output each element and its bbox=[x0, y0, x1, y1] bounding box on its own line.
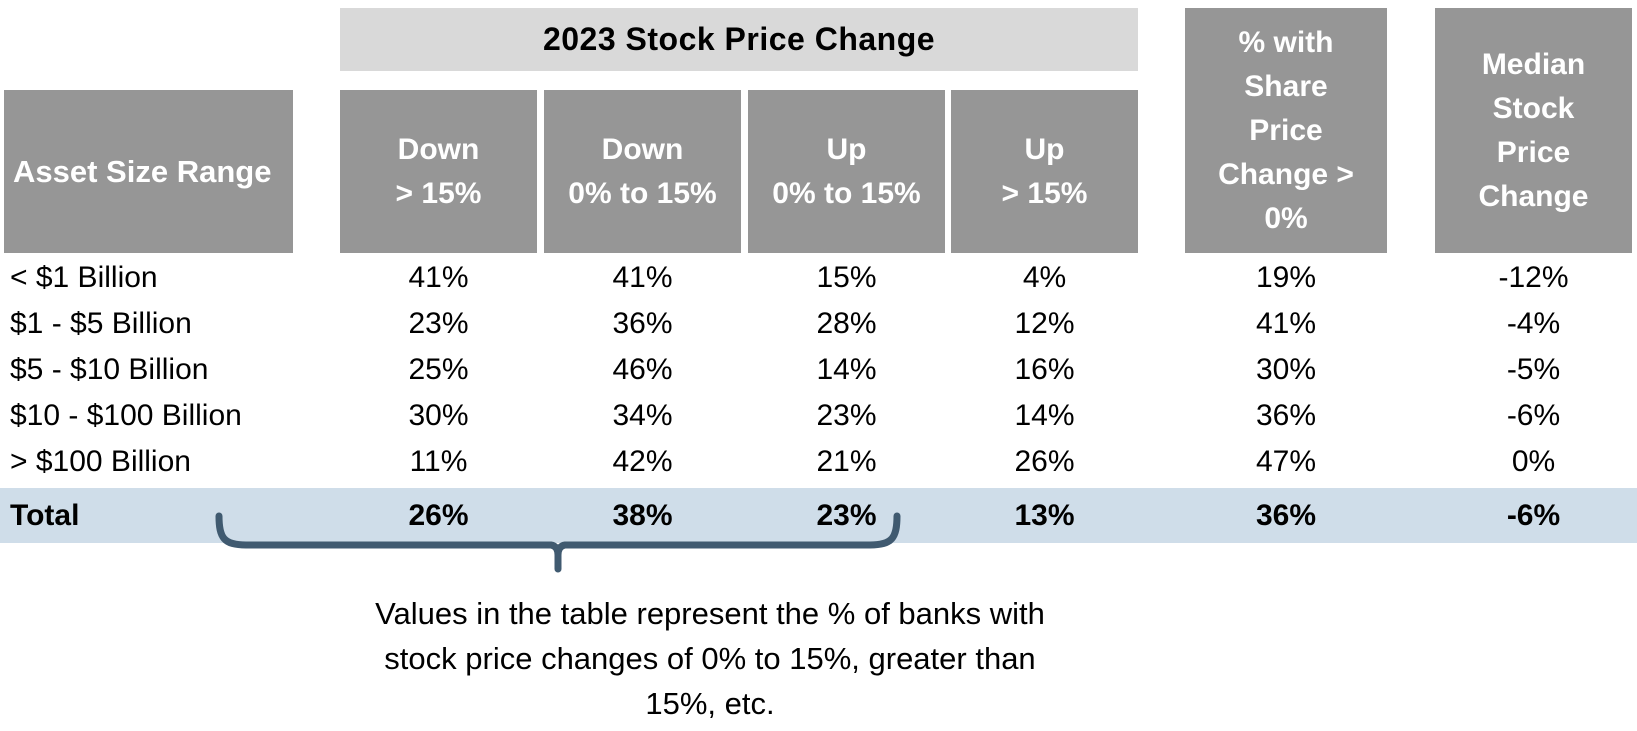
row-label: $10 - $100 Billion bbox=[10, 399, 242, 432]
cell-value: -4% bbox=[1506, 307, 1561, 340]
cell-value: 23% bbox=[816, 399, 877, 432]
cell-value: -6% bbox=[1506, 399, 1561, 432]
column-header-median-stock-price-change: Median Stock Price Change bbox=[1435, 8, 1632, 253]
cell-value: 13% bbox=[1014, 498, 1075, 532]
cell-value: -6% bbox=[1506, 498, 1561, 532]
cell-value: 36% bbox=[1255, 498, 1317, 532]
column-header-down-0-15: Down 0% to 15% bbox=[544, 90, 741, 253]
cell-value: 23% bbox=[816, 498, 877, 532]
row-label: $1 - $5 Billion bbox=[10, 307, 192, 340]
cell-value: 42% bbox=[612, 445, 673, 478]
row-label: Total bbox=[10, 498, 80, 532]
column-header-up-gt-15: Up > 15% bbox=[951, 90, 1138, 253]
cell-value: 11% bbox=[409, 445, 468, 478]
cell-value: 36% bbox=[1255, 399, 1317, 432]
cell-value: 41% bbox=[1255, 307, 1317, 340]
cell-value: 47% bbox=[1255, 445, 1317, 478]
cell-value: 14% bbox=[816, 353, 877, 386]
cell-value: 36% bbox=[612, 307, 673, 340]
cell-value: 14% bbox=[1014, 399, 1075, 432]
cell-value: 26% bbox=[1014, 445, 1075, 478]
cell-value: 38% bbox=[612, 498, 673, 532]
cell-value: 25% bbox=[408, 353, 469, 386]
cell-value: -12% bbox=[1498, 261, 1569, 294]
cell-value: 15% bbox=[816, 261, 877, 294]
cell-value: 46% bbox=[612, 353, 673, 386]
table-footnote: Values in the table represent the % of b… bbox=[375, 596, 1045, 721]
cell-value: 4% bbox=[1022, 261, 1067, 294]
column-header-down-gt-15: Down > 15% bbox=[340, 90, 537, 253]
row-label: $5 - $10 Billion bbox=[10, 353, 209, 386]
table-row: < $1 Billion 41% 41% 15% 4% 19% -12% bbox=[0, 255, 1637, 301]
cell-value: 41% bbox=[612, 261, 673, 294]
cell-value: 30% bbox=[408, 399, 469, 432]
table-row: $10 - $100 Billion 30% 34% 23% 14% 36% -… bbox=[0, 393, 1637, 439]
cell-value: 30% bbox=[1255, 353, 1317, 386]
cell-value: 34% bbox=[612, 399, 673, 432]
cell-value: 12% bbox=[1014, 307, 1075, 340]
column-header-pct-with-share-price-change-gt-0: % with Share Price Change > 0% bbox=[1185, 8, 1387, 253]
cell-value: 28% bbox=[816, 307, 877, 340]
cell-value: 0% bbox=[1511, 445, 1556, 478]
cell-value: 41% bbox=[408, 261, 469, 294]
table-row: $5 - $10 Billion 25% 46% 14% 16% 30% -5% bbox=[0, 347, 1637, 393]
group-header-2023-stock-price-change: 2023 Stock Price Change bbox=[340, 8, 1138, 71]
cell-value: 19% bbox=[1255, 261, 1317, 294]
column-header-asset-size-range: Asset Size Range bbox=[4, 90, 293, 253]
table-row: $1 - $5 Billion 23% 36% 28% 12% 41% -4% bbox=[0, 301, 1637, 347]
cell-value: 26% bbox=[408, 498, 469, 532]
cell-value: 21% bbox=[816, 445, 877, 478]
table-row-total: Total 26% 38% 23% 13% 36% -6% bbox=[0, 488, 1637, 543]
curly-brace-icon bbox=[215, 512, 901, 573]
column-header-up-0-15: Up 0% to 15% bbox=[748, 90, 945, 253]
cell-value: -5% bbox=[1506, 353, 1561, 386]
row-label: > $100 Billion bbox=[10, 445, 191, 478]
cell-value: 16% bbox=[1014, 353, 1075, 386]
table-row: > $100 Billion 11% 42% 21% 26% 47% 0% bbox=[0, 439, 1637, 485]
cell-value: 23% bbox=[408, 307, 469, 340]
row-label: < $1 Billion bbox=[10, 261, 158, 294]
